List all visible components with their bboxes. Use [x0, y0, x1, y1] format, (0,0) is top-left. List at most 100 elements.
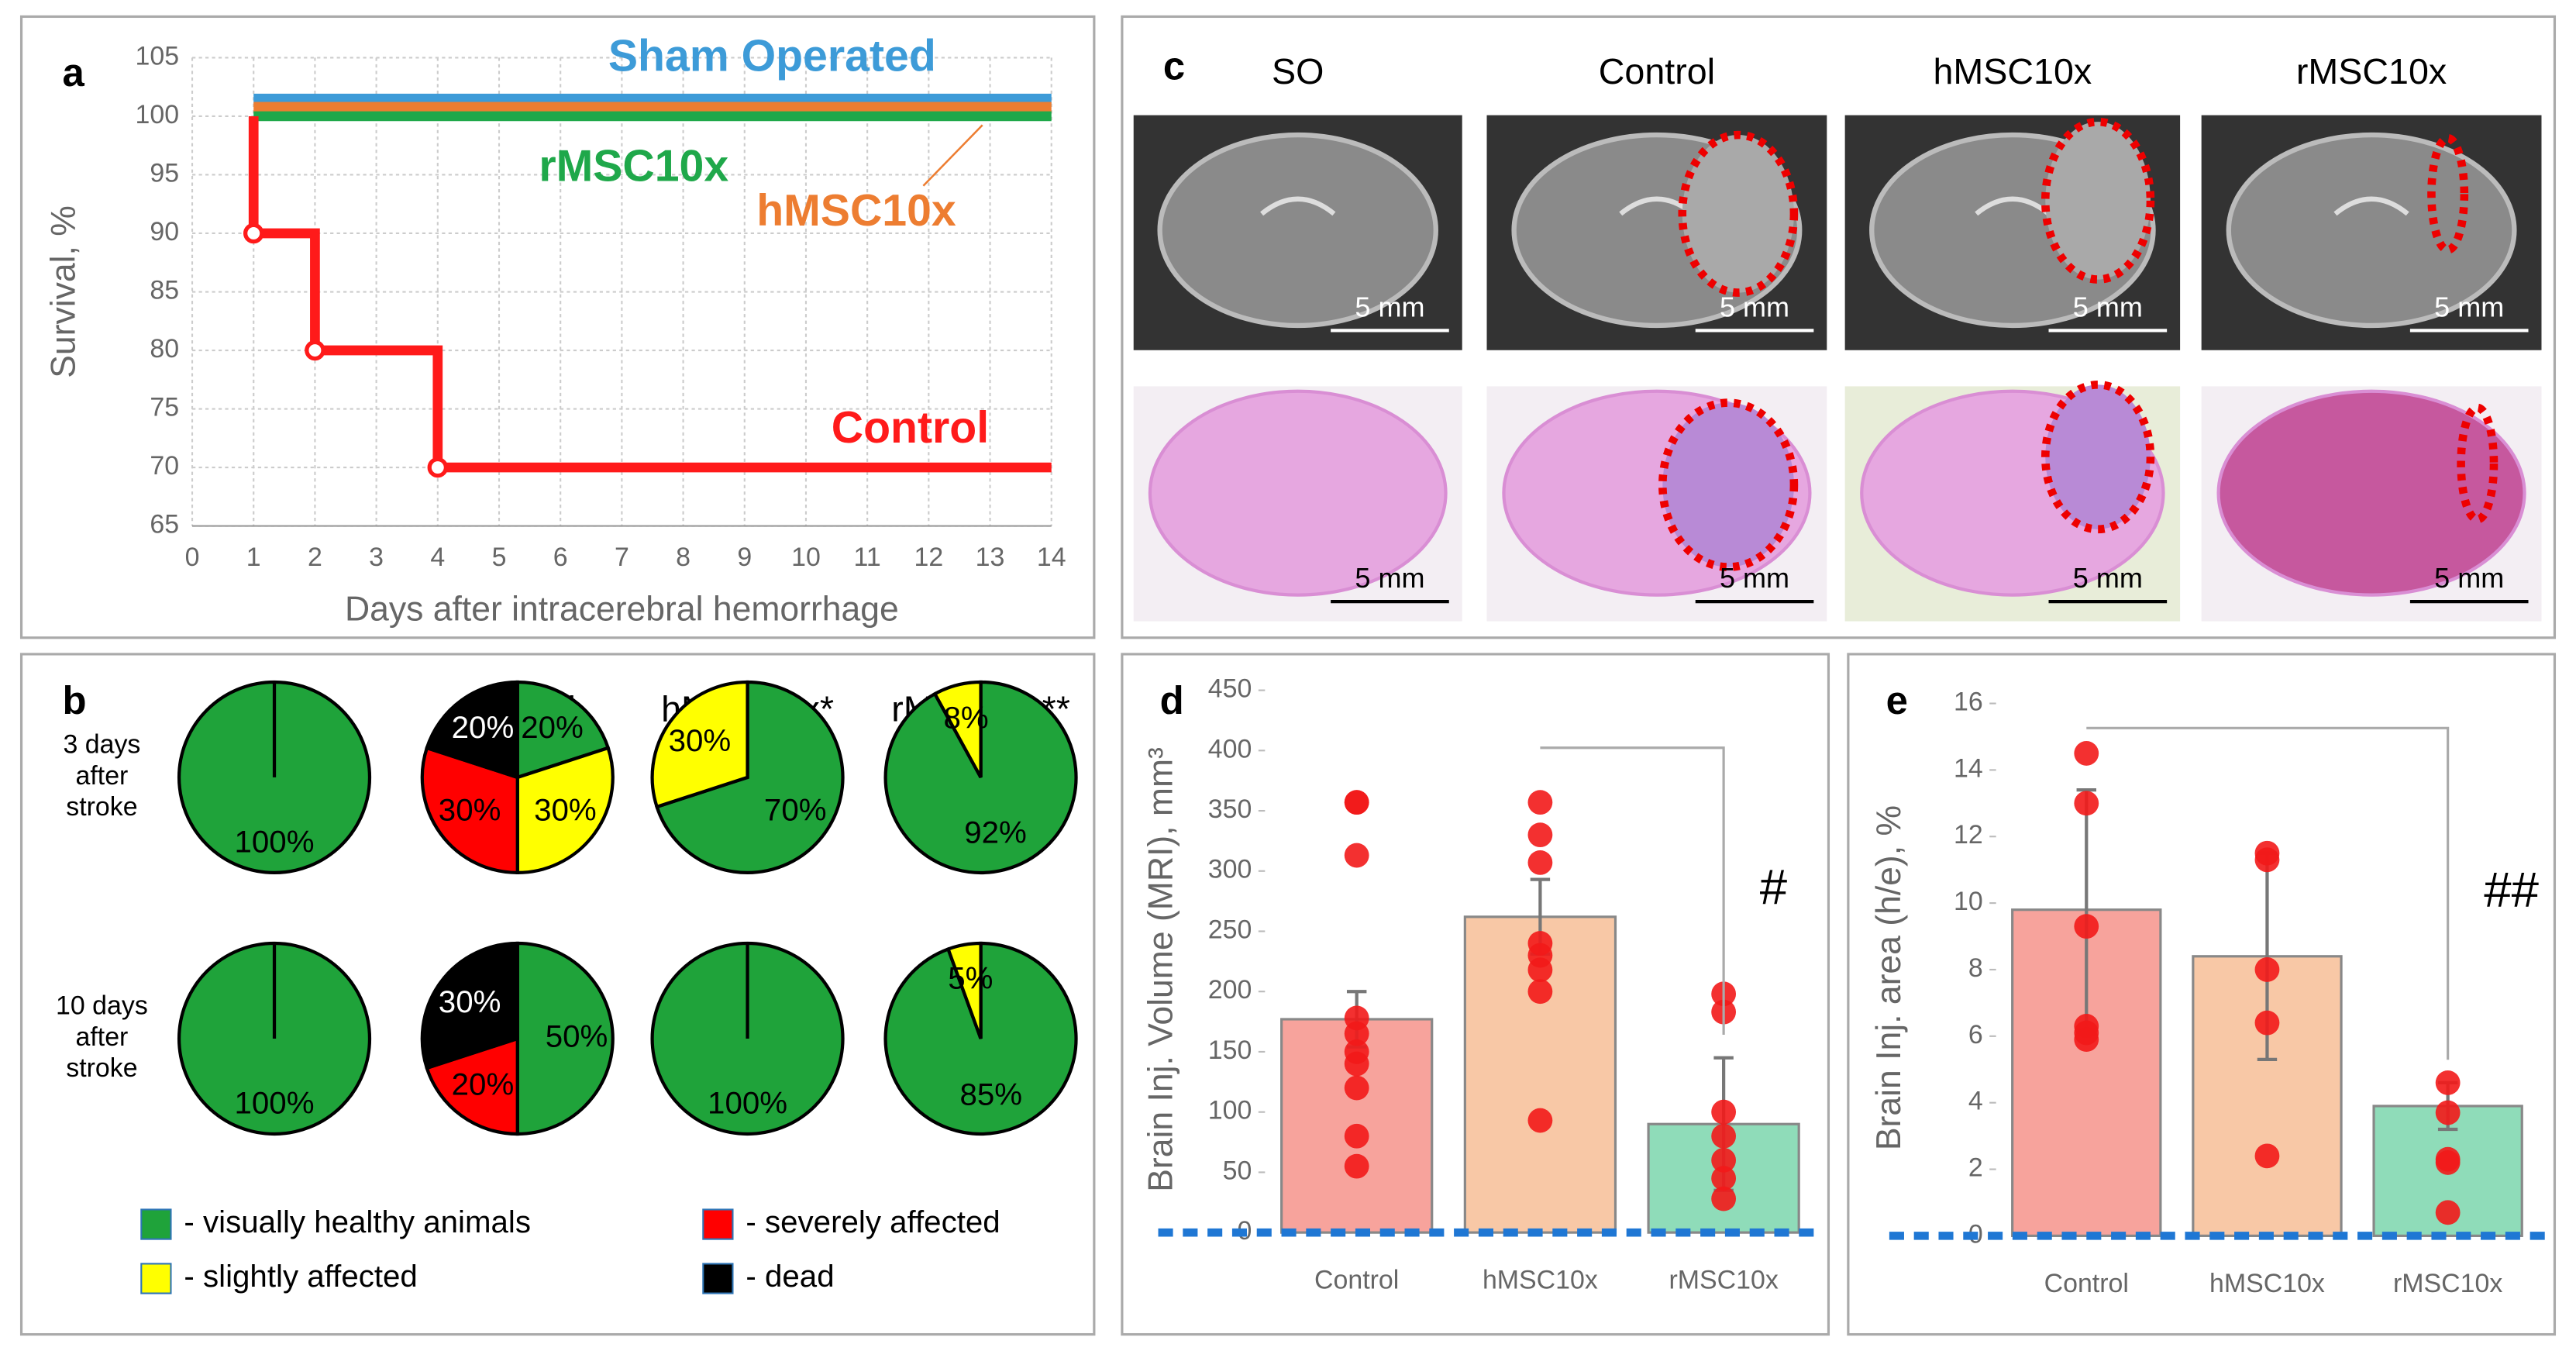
x-tick-label: 8	[676, 543, 690, 572]
panel-frame	[19, 15, 1096, 639]
leader-line	[922, 124, 983, 187]
y-tick-label: 400	[1208, 734, 1252, 763]
pie-label: 5%	[948, 961, 993, 996]
x-tick-label: 4	[430, 543, 445, 572]
pie-slice	[932, 680, 983, 778]
panel-frame	[1847, 653, 2557, 1336]
data-point	[1711, 1123, 1737, 1149]
x-tick-label: 9	[737, 543, 752, 572]
scale-bar-label: 5 mm	[2434, 291, 2504, 322]
data-point	[1344, 843, 1369, 868]
data-point	[1527, 979, 1553, 1005]
legend-swatch	[140, 1263, 172, 1294]
data-point	[1527, 822, 1553, 848]
x-tick-label: 3	[369, 543, 384, 572]
column-label: Control	[1599, 51, 1715, 91]
pie-slice	[654, 680, 845, 874]
y-tick-label: 50	[1223, 1156, 1252, 1185]
series-label: Control	[832, 403, 989, 453]
pie-label: 30%	[439, 792, 501, 827]
panel-frame	[19, 653, 1096, 1336]
y-tick-label: 8	[1968, 953, 1983, 983]
series-label: rMSC10x	[539, 142, 728, 191]
y-tick-label: 150	[1208, 1036, 1252, 1065]
panel-frame	[1121, 653, 1830, 1336]
x-tick-label: Control	[1314, 1266, 1399, 1295]
y-tick-label: 2	[1968, 1153, 1983, 1182]
row-label: stroke	[66, 792, 137, 822]
mri-ventricle	[2333, 196, 2409, 216]
x-tick-label: 12	[914, 543, 943, 572]
scale-bar-label: 5 mm	[2073, 291, 2143, 322]
row-label: after	[76, 761, 129, 791]
scale-bar-label: 5 mm	[2073, 562, 2143, 594]
pie-label: 70%	[764, 792, 827, 827]
row-label: 3 days	[63, 730, 140, 760]
mri-brain	[2226, 132, 2517, 329]
data-point	[2254, 1010, 2280, 1036]
lesion-outline	[1658, 398, 1799, 571]
y-tick-label: 95	[150, 158, 179, 188]
y-tick-label: 80	[150, 334, 179, 364]
data-point	[1711, 1099, 1737, 1125]
y-tick-label: 14	[1954, 753, 1983, 783]
panel-frame	[1121, 15, 2557, 639]
significance-bracket	[2086, 726, 2450, 1060]
pie-label: 20%	[521, 710, 584, 745]
y-tick-label: 200	[1208, 975, 1252, 1005]
y-tick-label: 6	[1968, 1020, 1983, 1049]
data-point	[2435, 1070, 2461, 1095]
y-tick-label: 75	[150, 392, 179, 422]
pie-slice	[515, 941, 615, 1136]
pie-slice	[425, 680, 519, 780]
mri-ventricle	[1975, 196, 2051, 216]
lesion-outline	[2457, 403, 2499, 524]
lesion-outline	[2040, 117, 2155, 284]
pie-label: 20%	[452, 710, 515, 745]
pie-label: 20%	[452, 1067, 515, 1101]
data-point	[1344, 790, 1369, 815]
y-tick-label: 12	[1954, 820, 1983, 850]
x-tick-label: 2	[308, 543, 322, 572]
x-tick-label: 6	[553, 543, 568, 572]
y-tick-label: 250	[1208, 915, 1252, 944]
legend-swatch	[702, 1263, 734, 1294]
pie-label: 92%	[964, 815, 1027, 850]
y-tick-label: 105	[135, 41, 179, 71]
pie-label: 8%	[944, 701, 989, 736]
pie-slice	[945, 941, 983, 1039]
x-tick-label: 10	[791, 543, 821, 572]
legend-swatch	[140, 1208, 172, 1240]
y-tick-label: 70	[150, 451, 179, 481]
pie-label: 100%	[708, 1086, 787, 1121]
y-tick-label: 450	[1208, 674, 1252, 704]
column-label: hMSC10x	[1934, 51, 2092, 91]
pie-label: 30%	[669, 723, 732, 758]
y-tick-label: 85	[150, 275, 179, 305]
pie-label: 100%	[235, 825, 315, 860]
pie-slice	[425, 1036, 519, 1136]
data-point	[1527, 957, 1553, 983]
data-point	[2074, 914, 2099, 939]
point-marker	[243, 222, 264, 244]
data-point	[2254, 847, 2280, 873]
point-marker	[305, 339, 325, 361]
data-point	[1711, 1147, 1737, 1173]
panel-label: a	[63, 50, 85, 95]
mri-ventricle	[1260, 196, 1336, 216]
x-axis-label: Days after intracerebral hemorrhage	[345, 591, 899, 629]
data-point	[2435, 1200, 2461, 1225]
legend-label: - dead	[746, 1259, 834, 1294]
pie-label: 30%	[534, 792, 597, 827]
row-label: 10 days	[56, 991, 148, 1021]
y-axis-label: Survival, %	[45, 205, 83, 378]
data-point	[1344, 1123, 1369, 1149]
panel-label: e	[1886, 678, 1908, 722]
data-point	[1344, 1051, 1369, 1077]
legend-label: - severely affected	[746, 1205, 1000, 1239]
data-point	[1527, 850, 1553, 875]
x-tick-label: hMSC10x	[1483, 1266, 1598, 1295]
x-tick-label: 13	[976, 543, 1005, 572]
